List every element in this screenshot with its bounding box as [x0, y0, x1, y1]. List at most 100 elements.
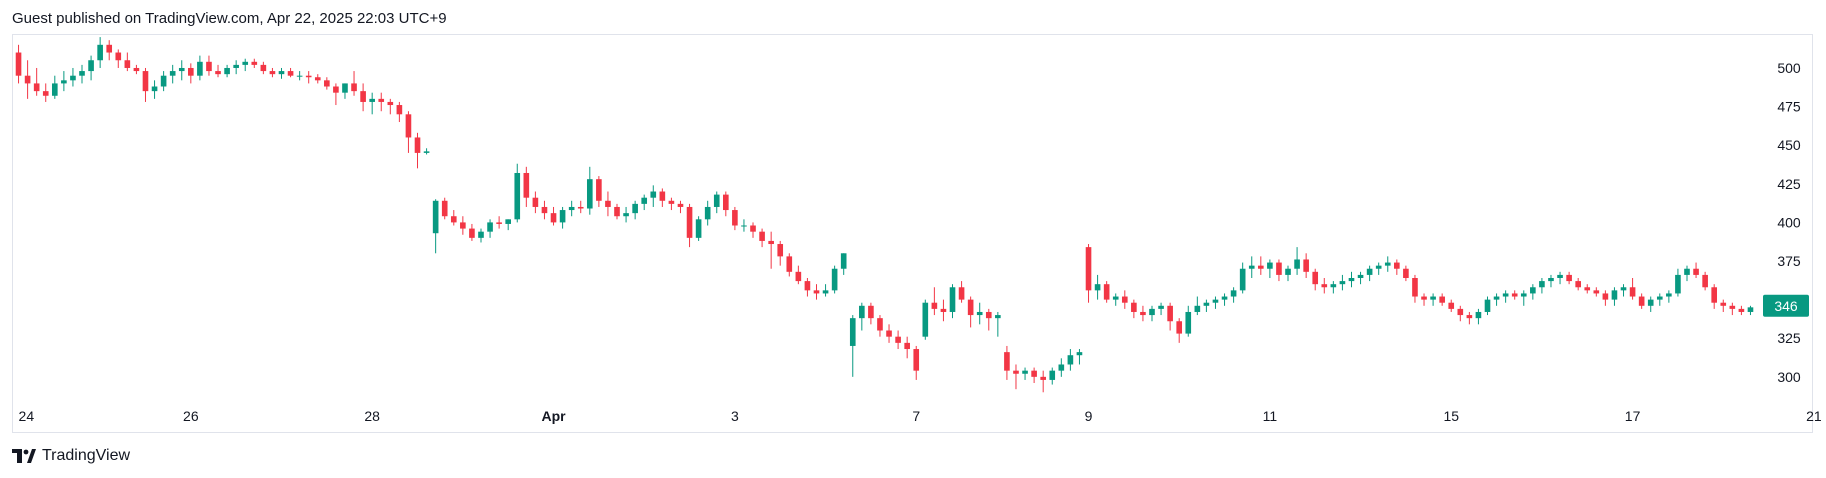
- candle: [1629, 278, 1636, 300]
- candle: [1158, 302, 1164, 316]
- candle: [378, 92, 385, 112]
- candle-body: [106, 44, 113, 53]
- candle-body: [1121, 296, 1128, 303]
- candle: [523, 166, 530, 207]
- candle: [650, 185, 657, 207]
- candle-body: [1294, 259, 1300, 269]
- candle-body: [460, 222, 466, 229]
- candle: [61, 71, 67, 92]
- candle: [1312, 268, 1319, 291]
- candle-body: [441, 200, 448, 217]
- candle-body: [1194, 305, 1201, 312]
- candle-body: [351, 83, 357, 92]
- candle-body: [1339, 281, 1346, 285]
- price-axis[interactable]: 500475450425400375350325300: [1777, 60, 1801, 385]
- candle-body: [1112, 296, 1119, 300]
- candle: [423, 148, 430, 155]
- candle: [1167, 302, 1173, 331]
- candle-body: [659, 191, 666, 201]
- time-tick-label: 15: [1443, 408, 1459, 424]
- candle: [333, 83, 339, 106]
- candle-body: [97, 44, 103, 61]
- candles-layer: [15, 37, 1754, 393]
- candle: [505, 219, 512, 231]
- candle-body: [1747, 307, 1754, 312]
- candle: [1267, 259, 1273, 278]
- candle-body: [1058, 364, 1065, 371]
- candle: [1684, 265, 1690, 282]
- candle-body: [1357, 274, 1364, 278]
- candle-body: [559, 210, 566, 223]
- price-tick-label: 325: [1777, 330, 1801, 346]
- candle: [1475, 308, 1482, 325]
- candle: [849, 315, 856, 377]
- candle: [1022, 367, 1028, 380]
- candle: [895, 330, 901, 350]
- candle: [1448, 299, 1455, 312]
- candle-body: [1629, 287, 1636, 297]
- candle: [886, 324, 892, 343]
- candle-body: [1421, 296, 1427, 300]
- candle: [532, 191, 539, 214]
- time-tick-label: 9: [1085, 408, 1093, 424]
- candle-body: [342, 83, 348, 93]
- candle: [1729, 302, 1736, 316]
- candle: [1693, 262, 1699, 278]
- candle-body: [1403, 268, 1409, 278]
- candle: [314, 74, 321, 84]
- candle-body: [840, 253, 847, 269]
- candle-body: [1366, 268, 1373, 275]
- candle-body: [596, 179, 602, 201]
- candle-body: [1511, 293, 1518, 297]
- chart-frame[interactable]: [12, 34, 1813, 433]
- candle: [1285, 265, 1291, 282]
- candle-body: [1475, 311, 1482, 319]
- candle: [605, 191, 611, 217]
- candle: [387, 98, 394, 115]
- candle: [1076, 349, 1083, 365]
- candle: [42, 83, 49, 102]
- candle: [913, 345, 920, 380]
- candle-body: [1638, 296, 1645, 306]
- candle-body: [1656, 296, 1663, 300]
- candle-body: [215, 71, 221, 75]
- candle: [1620, 284, 1627, 297]
- candle-body: [623, 213, 629, 217]
- candle: [1466, 311, 1473, 325]
- candle: [695, 216, 702, 241]
- candle-body: [1176, 321, 1183, 334]
- candle-body: [278, 71, 285, 75]
- candle-body: [1185, 311, 1192, 334]
- candle: [1511, 290, 1518, 300]
- candle: [1530, 284, 1536, 300]
- candle: [1321, 278, 1328, 294]
- candle: [1094, 274, 1101, 300]
- footer[interactable]: TradingView: [12, 447, 130, 465]
- candle: [1031, 367, 1037, 384]
- candle: [759, 228, 765, 248]
- candlestick-chart[interactable]: 500475450425400375350325300 242628Apr379…: [0, 0, 1826, 440]
- candle-body: [713, 194, 720, 207]
- candle: [396, 101, 403, 123]
- candle: [496, 216, 502, 229]
- price-tick-label: 500: [1777, 60, 1801, 76]
- candle: [478, 228, 484, 243]
- time-axis[interactable]: 24 26 28 Apr 3 7 9 11 15 17 21: [19, 408, 1822, 424]
- candle-body: [868, 305, 874, 319]
- candle: [342, 83, 348, 99]
- candle-body: [396, 105, 403, 115]
- candle: [1040, 370, 1046, 393]
- candle-body: [142, 71, 149, 92]
- candle-body: [1013, 370, 1019, 374]
- candle: [1457, 305, 1464, 322]
- candle-body: [904, 342, 910, 350]
- candle: [450, 210, 457, 226]
- candle-body: [632, 203, 638, 214]
- candle: [1403, 265, 1409, 282]
- candle: [877, 315, 883, 337]
- candle: [305, 71, 312, 84]
- candle-body: [1212, 299, 1219, 303]
- candle-body: [1103, 284, 1110, 300]
- candle-body: [1566, 274, 1572, 282]
- candle: [786, 253, 793, 277]
